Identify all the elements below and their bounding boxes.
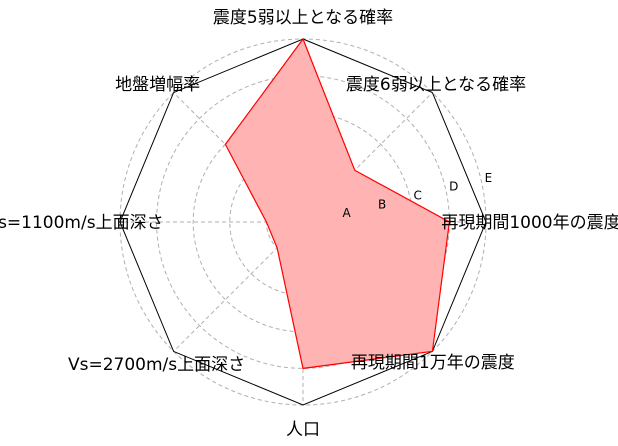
- axis-label-1: 震度6弱以上となる確率: [346, 75, 526, 95]
- axis-label-0: 震度5弱以上となる確率: [213, 8, 393, 28]
- level-label-A: A: [343, 206, 352, 220]
- level-label-D: D: [449, 180, 458, 194]
- level-label-E: E: [485, 171, 493, 185]
- level-label-B: B: [378, 197, 386, 211]
- level-labels: A B C D E: [343, 171, 493, 220]
- radar-frame: [119, 38, 487, 406]
- axis-label-7: 地盤増幅率: [115, 75, 200, 95]
- axis-label-2: 再現期間1000年の震度: [441, 213, 618, 233]
- radar-outer-frame: [119, 38, 487, 406]
- axis-label-4: 人口: [286, 420, 320, 440]
- axis-label-6: Vs=1100m/s上面深さ: [0, 213, 164, 233]
- axis-label-5: Vs=2700m/s上面深さ: [68, 355, 245, 375]
- radar-series-layer: [224, 37, 451, 370]
- axis-labels: 震度5弱以上となる確率震度6弱以上となる確率再現期間1000年の震度再現期間1万…: [0, 8, 618, 440]
- axis-label-3: 再現期間1万年の震度: [351, 353, 515, 373]
- level-label-C: C: [414, 189, 422, 203]
